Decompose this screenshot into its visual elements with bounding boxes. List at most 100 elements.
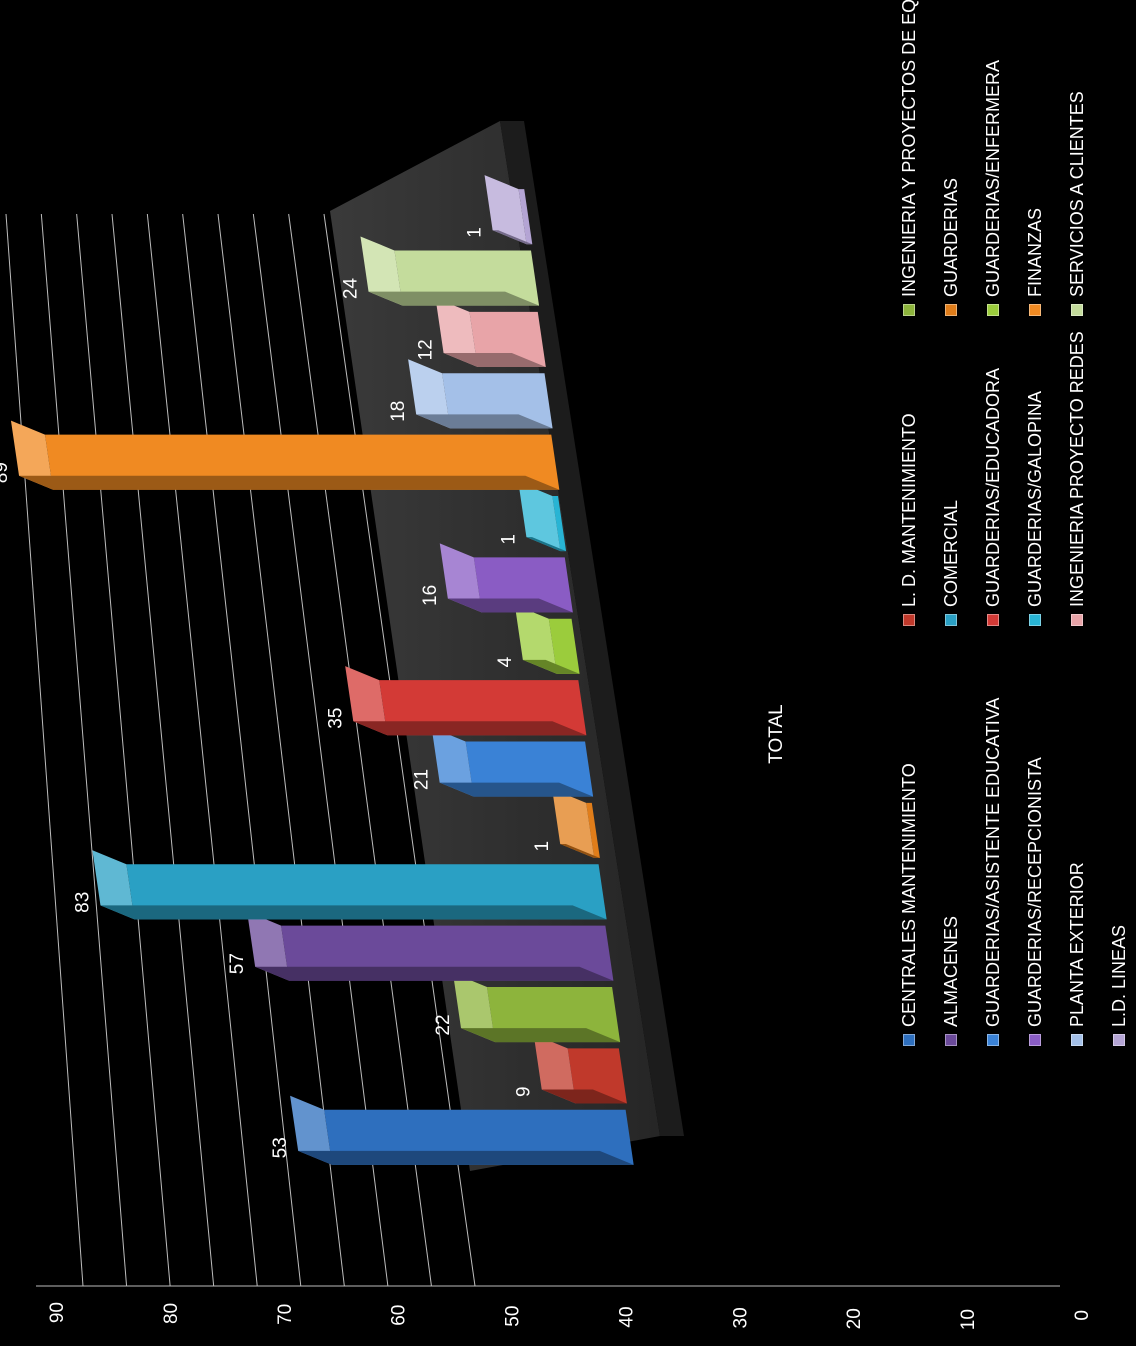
legend-label: FINANZAS — [1024, 207, 1045, 297]
data-label: 1 — [498, 534, 519, 545]
legend-item: CENTRALES MANTENIMIENTO — [888, 698, 930, 1046]
data-label: 53 — [270, 1137, 291, 1158]
bar-top-face — [452, 972, 496, 1043]
legend-label: L.D. LINEAS — [1108, 924, 1129, 1027]
bar-top-face — [360, 236, 403, 306]
legend-label: PLANTA EXTERIOR — [1066, 862, 1087, 1027]
y-tick-label: 70 — [275, 1304, 296, 1325]
legend-item: ALMACENES — [930, 698, 972, 1046]
bar-side-face — [447, 598, 573, 613]
bar-front-face — [548, 618, 580, 674]
bar-side-face — [443, 353, 546, 368]
bar-side-face — [461, 1028, 621, 1043]
gridline — [252, 213, 389, 1287]
gridline — [182, 213, 302, 1287]
legend-item: GUARDERIAS/ENFERMERA — [972, 0, 1014, 316]
legend-item: COMERCIAL — [930, 331, 972, 626]
data-label: 83 — [72, 892, 93, 913]
bar-16 — [484, 175, 533, 245]
gridline — [76, 213, 171, 1287]
legend-item: GUARDERIAS/ASISTENTE EDUCATIVA — [972, 698, 1014, 1046]
legend-label: GUARDERIAS/ASISTENTE EDUCATIVA — [982, 697, 1003, 1027]
x-category-label: TOTAL — [766, 704, 787, 763]
bar-side-face — [255, 966, 614, 981]
y-tick-label: 10 — [958, 1309, 979, 1330]
legend-item: GUARDERIAS/GALOPINA — [1014, 331, 1056, 626]
bar-top-face — [345, 666, 388, 736]
data-label: 16 — [420, 585, 441, 606]
legend-swatch — [903, 1034, 915, 1046]
bar-2 — [533, 1034, 627, 1104]
bar-5 — [92, 850, 607, 920]
y-tick-label: 0 — [1072, 1310, 1093, 1321]
bar-9 — [514, 604, 580, 674]
bar-3 — [452, 972, 621, 1043]
legend-swatch — [1029, 1034, 1041, 1046]
y-tick-label: 60 — [389, 1305, 410, 1326]
legend-label: ALMACENES — [940, 915, 961, 1027]
bar-side-face — [368, 291, 540, 306]
bar-6 — [552, 788, 600, 859]
bar-15 — [360, 236, 540, 306]
legend-item: SERVICIOS A CLIENTES — [1056, 0, 1098, 316]
y-axis-ticks: 0 10 20 30 40 50 60 70 80 90 — [47, 1302, 1093, 1330]
gridline — [40, 213, 128, 1287]
data-label: 57 — [227, 953, 248, 974]
legend-item: INGENIERIA PROYECTO REDES — [1056, 331, 1098, 626]
legend-label: INGENIERIA Y PROYECTOS DE EQUIPO — [898, 0, 919, 297]
legend-swatch — [1071, 1034, 1083, 1046]
legend-swatch — [1113, 1034, 1125, 1046]
legend-label: COMERCIAL — [940, 499, 961, 607]
bar-side-face — [19, 475, 560, 490]
gridline — [146, 213, 258, 1287]
bar-side-face — [100, 905, 607, 920]
bar-side-face — [492, 230, 533, 245]
legend-swatch — [987, 304, 999, 316]
legend-swatch — [945, 304, 957, 316]
y-tick-label: 40 — [616, 1306, 637, 1327]
legend-label: GUARDERIAS/GALOPINA — [1024, 390, 1045, 607]
gridline — [111, 213, 215, 1287]
legend-swatch — [945, 1034, 957, 1046]
legend-swatch — [903, 614, 915, 626]
data-label: 9 — [514, 1086, 535, 1097]
legend: CENTRALES MANTENIMIENTO ALMACENES GUARDE… — [888, 0, 1129, 1046]
bar-top-face — [484, 175, 527, 245]
gridlines — [5, 213, 1060, 1287]
legend-label: GUARDERIAS/RECEPCIONISTA — [1024, 757, 1045, 1027]
bar-11 — [518, 481, 567, 552]
data-label: 24 — [341, 277, 362, 299]
data-label: 12 — [416, 339, 437, 360]
legend-swatch — [987, 1034, 999, 1046]
legend-column-1: CENTRALES MANTENIMIENTO ALMACENES GUARDE… — [888, 698, 1136, 1046]
bar-1 — [290, 1095, 634, 1165]
bar-front-face — [518, 189, 533, 245]
legend-item: L.D. LINEAS — [1098, 698, 1136, 1046]
bar-top-face — [518, 481, 561, 552]
y-tick-label: 80 — [161, 1303, 182, 1324]
gridline — [5, 213, 84, 1287]
bar-side-face — [560, 844, 600, 859]
y-tick-label: 50 — [503, 1306, 524, 1327]
legend-swatch — [1071, 304, 1083, 316]
data-label: 89 — [0, 462, 12, 483]
data-label: 35 — [325, 708, 346, 729]
bar-13 — [408, 359, 553, 429]
legend-item: PLANTA EXTERIOR — [1056, 698, 1098, 1046]
gridline — [323, 213, 476, 1287]
y-tick-label: 30 — [730, 1307, 751, 1328]
y-tick-label: 90 — [47, 1302, 68, 1323]
legend-swatch — [903, 304, 915, 316]
bar-side-face — [522, 659, 580, 674]
bar-side-face — [353, 721, 587, 736]
bar-front-face — [552, 495, 567, 552]
legend-label: GUARDERIAS — [940, 177, 961, 297]
legend-label: GUARDERIAS/EDUCADORA — [982, 367, 1003, 607]
data-label: 18 — [388, 401, 409, 422]
legend-item: GUARDERIAS/EDUCADORA — [972, 331, 1014, 626]
bar-top-face — [290, 1095, 333, 1165]
bar-top-face — [435, 297, 478, 368]
data-label: 22 — [433, 1014, 454, 1035]
